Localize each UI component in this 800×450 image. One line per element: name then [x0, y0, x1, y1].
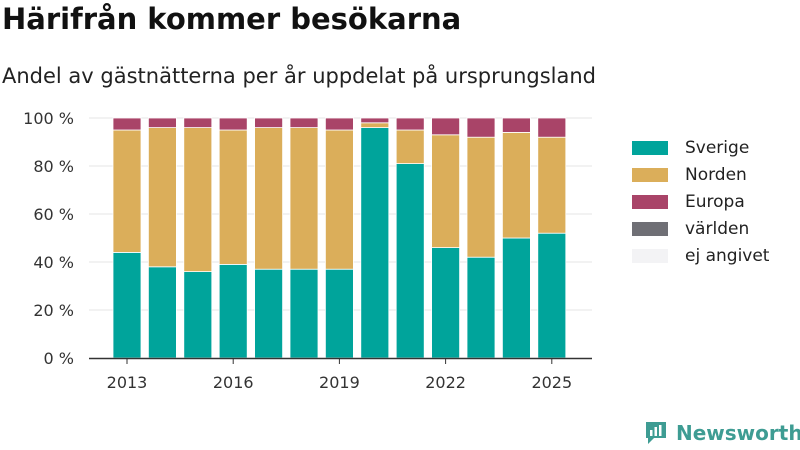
y-axis: 0 % 20 % 40 % 60 % 80 % 100 %: [23, 109, 74, 368]
bar-segment: [183, 127, 213, 272]
bar-segment: [254, 127, 284, 270]
legend-item: världen: [632, 215, 769, 242]
bar-segment: [395, 163, 425, 359]
bar-segment: [324, 117, 354, 131]
bar-segment: [218, 263, 248, 359]
x-tick-label: 2022: [425, 373, 466, 392]
bar-segment: [431, 247, 461, 359]
bar-segment: [431, 134, 461, 249]
bar-segment: [112, 129, 142, 253]
bar-segment: [112, 117, 142, 131]
y-tick-label: 40 %: [33, 253, 74, 272]
legend-swatch: [632, 167, 668, 182]
bar-segment: [183, 271, 213, 359]
brand-name: Newsworthy: [676, 421, 800, 445]
bar-segment: [289, 127, 319, 270]
bar-segment: [466, 136, 496, 258]
bar-segment: [466, 117, 496, 138]
bar-segment: [112, 251, 142, 359]
y-tick-label: 60 %: [33, 205, 74, 224]
legend-item: Europa: [632, 188, 769, 215]
y-tick-label: 0 %: [44, 349, 74, 368]
bar-segment: [395, 117, 425, 131]
legend-label: ej angivet: [685, 245, 770, 266]
legend-swatch: [632, 194, 668, 209]
bars: [112, 117, 567, 359]
newsworthy-logo-icon: [644, 420, 668, 446]
bar-segment: [324, 268, 354, 359]
bar-segment: [360, 122, 390, 129]
legend-item: ej angivet: [632, 242, 769, 269]
y-tick-label: 20 %: [33, 301, 74, 320]
bar-segment: [360, 127, 390, 359]
bar-segment: [254, 117, 284, 129]
bar-segment: [147, 266, 177, 359]
legend-swatch: [632, 140, 668, 155]
legend-label: Europa: [685, 191, 745, 212]
bar-segment: [147, 117, 177, 129]
y-tick-label: 100 %: [23, 109, 74, 128]
legend-label: Sverige: [685, 137, 750, 158]
bar-segment: [218, 117, 248, 131]
x-tick-label: 2016: [213, 373, 254, 392]
legend: Sverige Norden Europa världen ej angivet: [632, 134, 769, 269]
bar-segment: [147, 127, 177, 268]
legend-label: världen: [685, 218, 750, 239]
legend-swatch: [632, 248, 668, 263]
bar-segment: [537, 136, 567, 234]
legend-item: Sverige: [632, 134, 769, 161]
bar-segment: [466, 256, 496, 359]
bar-segment: [537, 232, 567, 359]
x-tick-label: 2013: [107, 373, 148, 392]
brand-logo: Newsworthy: [644, 420, 800, 446]
legend-swatch: [632, 221, 668, 236]
legend-label: Norden: [685, 164, 747, 185]
bar-segment: [501, 117, 531, 133]
bar-segment: [218, 129, 248, 265]
bar-segment: [537, 117, 567, 138]
bar-segment: [501, 237, 531, 359]
bar-segment: [289, 117, 319, 129]
x-tick-label: 2025: [531, 373, 572, 392]
bar-segment: [183, 117, 213, 129]
bar-segment: [395, 129, 425, 164]
chart-title: Härifrån kommer besökarna: [2, 2, 462, 36]
x-tick-label: 2019: [319, 373, 360, 392]
x-axis: 2013 2016 2019 2022 2025: [89, 357, 592, 392]
y-tick-label: 80 %: [33, 157, 74, 176]
bar-segment: [254, 268, 284, 359]
bar-segment: [324, 129, 354, 270]
legend-item: Norden: [632, 161, 769, 188]
bar-segment: [289, 268, 319, 359]
bar-segment: [360, 117, 390, 124]
bar-segment: [431, 117, 461, 136]
bar-segment: [501, 131, 531, 239]
chart-subtitle: Andel av gästnätterna per år uppdelat på…: [2, 64, 596, 88]
